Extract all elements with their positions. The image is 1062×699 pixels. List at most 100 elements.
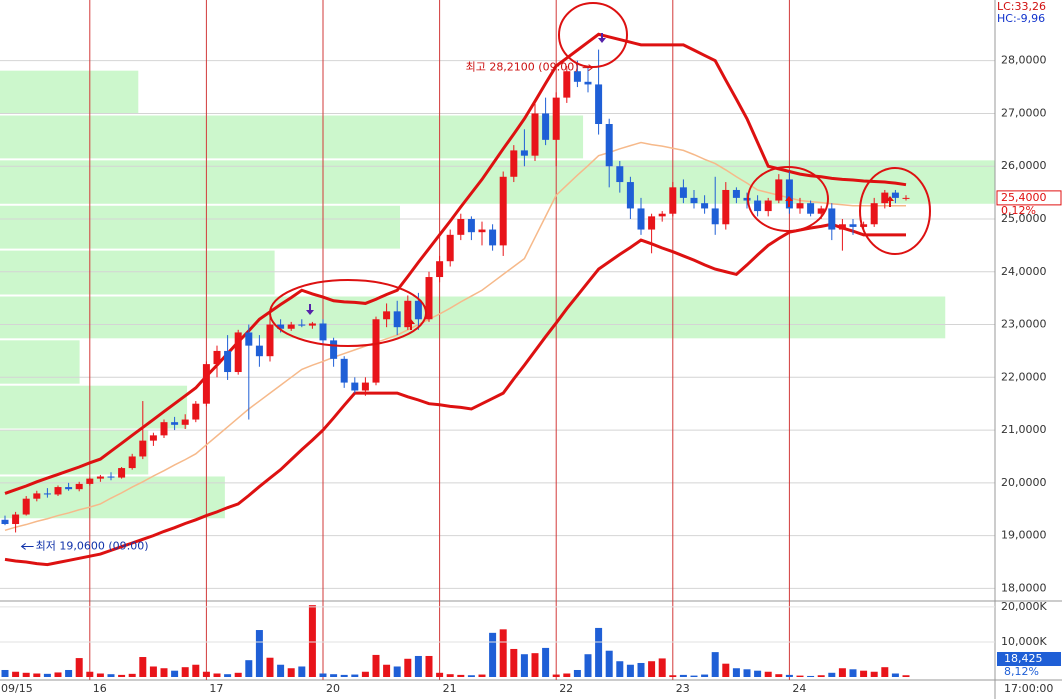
candle-body xyxy=(499,176,507,246)
candle-body xyxy=(849,224,857,227)
x-tick-label: 16 xyxy=(93,682,107,695)
volume-bar xyxy=(478,674,486,677)
volume-bar xyxy=(1,669,9,677)
volume-bar xyxy=(234,672,242,677)
volume-profile-bar xyxy=(0,430,149,475)
volume-bar xyxy=(43,673,51,677)
candle-body xyxy=(308,323,316,326)
volume-bar xyxy=(838,668,846,677)
y-tick-label: 10,000K xyxy=(1001,635,1047,648)
volume-bar xyxy=(860,670,868,677)
volume-bar xyxy=(605,650,613,677)
volume-bar xyxy=(881,667,889,677)
x-tick-label: 22 xyxy=(559,682,573,695)
volume-profile-bar xyxy=(0,205,400,249)
candle-body xyxy=(711,208,719,225)
candle-body xyxy=(658,213,666,217)
annotation-arrow xyxy=(20,543,34,550)
candle-body xyxy=(722,189,730,225)
volume-profile-bar xyxy=(0,115,584,159)
x-tick-label: 21 xyxy=(443,682,457,695)
volume-bar xyxy=(722,663,730,677)
ellipse xyxy=(747,166,829,232)
candle-body xyxy=(605,124,613,167)
candle-body xyxy=(552,97,560,140)
x-end-label: 17:00:00 xyxy=(1004,682,1053,695)
volume-bar xyxy=(669,675,677,677)
volume-bar xyxy=(732,668,740,677)
candle-body xyxy=(807,203,815,214)
candle-body xyxy=(669,187,677,214)
candle-body xyxy=(637,208,645,230)
y-tick-label: 19,0000 xyxy=(1001,529,1047,542)
volume-bar xyxy=(75,658,83,677)
candle-body xyxy=(732,189,740,198)
candle-body xyxy=(701,203,709,209)
volume-bar xyxy=(404,658,412,677)
volume-bar xyxy=(383,664,391,677)
volume-bar xyxy=(298,666,306,677)
volume-bar xyxy=(372,654,380,677)
y-tick-label: 20,0000 xyxy=(1001,476,1047,489)
last-price: 25,4000 xyxy=(1001,191,1047,204)
candle-body xyxy=(96,476,104,479)
volume-bar xyxy=(817,675,825,677)
volume-bar xyxy=(33,673,41,677)
volume-bar xyxy=(520,654,528,677)
volume-bar xyxy=(828,672,836,677)
volume-bar xyxy=(414,655,422,677)
candle-body xyxy=(679,187,687,198)
last-change: 0,12% xyxy=(1001,204,1036,217)
y-tick-label: 26,0000 xyxy=(1001,159,1047,172)
candle-body xyxy=(467,218,475,233)
volume-profile-bar xyxy=(0,340,80,384)
y-tick-label: 22,0000 xyxy=(1001,370,1047,383)
volume-bar xyxy=(118,674,126,677)
volume-bar xyxy=(22,672,30,677)
volume-bar xyxy=(287,668,295,677)
volume-bar xyxy=(775,674,783,677)
volume-bar xyxy=(754,670,762,677)
x-tick-label: 17 xyxy=(209,682,223,695)
volume-bar xyxy=(12,671,20,677)
candle-body xyxy=(383,311,391,320)
volume-bar xyxy=(202,671,210,677)
volume-bar xyxy=(658,658,666,677)
volume-bar xyxy=(648,661,656,677)
volume-bar xyxy=(679,674,687,677)
candle-body xyxy=(860,224,868,227)
y-tick-label: 18,0000 xyxy=(1001,581,1047,594)
volume-bar xyxy=(245,660,253,677)
annotation: 최고 28,2100 (09:00) xyxy=(466,61,579,74)
volume-bar xyxy=(563,673,571,677)
candle-body xyxy=(817,208,825,214)
volume-bar xyxy=(489,632,497,677)
buy-arrow xyxy=(407,319,415,330)
candle-body xyxy=(266,324,274,357)
volume-bar xyxy=(807,675,815,677)
candle-body xyxy=(22,498,30,515)
volume-bar xyxy=(552,674,560,677)
candle-body xyxy=(277,324,285,329)
candle-body xyxy=(891,192,899,198)
volume-bar xyxy=(637,662,645,677)
volume-bar xyxy=(457,674,465,677)
volume-profile-bar xyxy=(0,296,946,339)
last-price-box xyxy=(996,190,1062,206)
candle-body xyxy=(393,311,401,328)
volume-bar xyxy=(531,653,539,677)
candle-body xyxy=(870,203,878,225)
volume-bar xyxy=(308,605,316,677)
volume-bar xyxy=(266,657,274,677)
volume-bar xyxy=(785,674,793,677)
volume-bar xyxy=(351,674,359,677)
candle-body xyxy=(648,216,656,230)
last-volume: 18,425 xyxy=(1004,652,1043,665)
highlight-ellipses xyxy=(269,2,931,347)
sell-arrow xyxy=(598,33,606,43)
signal-arrows xyxy=(306,33,894,330)
volume-bar xyxy=(224,674,232,677)
candle-body xyxy=(12,514,20,525)
ellipse xyxy=(269,279,427,347)
